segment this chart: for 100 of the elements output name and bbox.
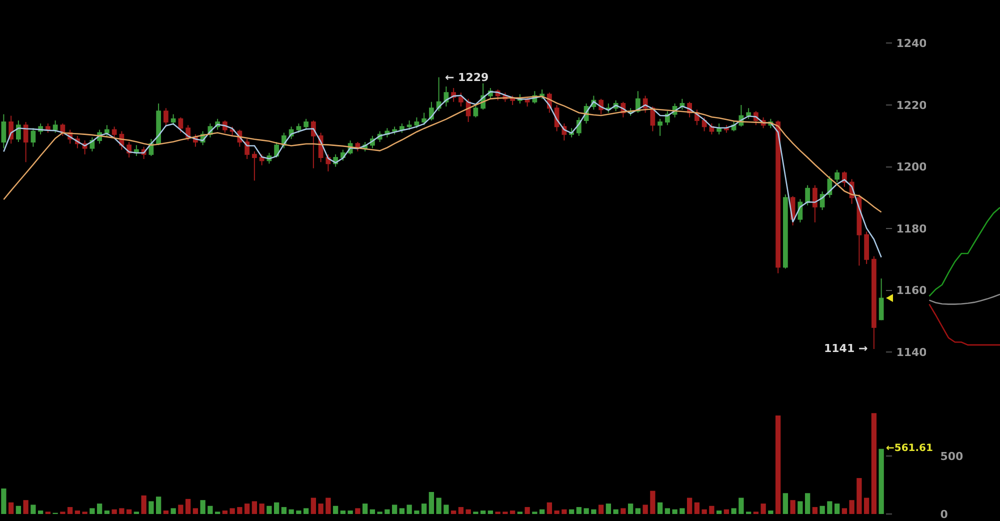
candlestick: [104, 124, 110, 136]
bar: [237, 507, 242, 514]
bar: [104, 510, 110, 514]
candlestick: [805, 184, 810, 206]
candlestick: [156, 102, 161, 146]
bar: [480, 510, 486, 514]
bar: [620, 508, 626, 514]
bar: [266, 506, 272, 514]
candlestick: [436, 76, 442, 112]
bar: [657, 502, 663, 514]
bar: [296, 510, 302, 514]
bar: [864, 498, 870, 514]
bar: [584, 508, 589, 514]
bar: [672, 509, 678, 514]
bar: [768, 510, 774, 514]
bar: [650, 490, 656, 514]
data-label: ←561.61: [886, 443, 934, 454]
line-series: [3, 91, 882, 258]
bar: [370, 509, 376, 514]
candlestick: [856, 194, 862, 266]
bar: [406, 504, 412, 514]
candlestick: [702, 116, 707, 132]
bar: [303, 508, 309, 514]
bar: [827, 501, 832, 514]
bar: [259, 504, 264, 514]
bar: [702, 509, 707, 514]
bar: [200, 500, 206, 514]
candlestick: [52, 120, 58, 134]
bar: [208, 506, 213, 514]
bar: [185, 498, 191, 514]
bar: [731, 508, 736, 514]
candlestick: [164, 108, 168, 128]
bar: [362, 504, 368, 514]
bar: [252, 501, 258, 514]
bar: [554, 510, 560, 514]
bar: [775, 415, 781, 514]
bar: [716, 510, 722, 514]
candlestick: [274, 142, 279, 158]
candlestick: [872, 256, 876, 350]
bar: [709, 506, 714, 514]
bar: [812, 507, 818, 514]
bar: [414, 510, 420, 514]
y-tick-label: 1140: [896, 346, 928, 359]
y-tick-label: 1220: [896, 98, 928, 112]
candlestick: [658, 118, 662, 136]
bar: [834, 504, 840, 514]
bar: [170, 508, 176, 514]
candlestick: [1, 114, 6, 149]
bar: [598, 504, 604, 514]
bar: [450, 510, 456, 514]
bar: [444, 504, 449, 514]
bar: [112, 509, 117, 514]
candlestick: [406, 120, 412, 130]
bar: [274, 502, 280, 514]
candlestick: [170, 114, 176, 126]
bar: [871, 413, 877, 514]
candlestick: [458, 92, 464, 108]
bar: [458, 507, 464, 514]
bar: [126, 509, 132, 514]
candlestick: [414, 116, 420, 129]
bar: [222, 510, 228, 514]
bar: [613, 509, 618, 514]
bar: [156, 496, 162, 514]
bar: [67, 507, 73, 514]
candlestick: [716, 123, 722, 135]
bar: [488, 510, 494, 514]
bar: [842, 508, 848, 514]
candlestick: [878, 278, 884, 321]
bar: [724, 509, 730, 514]
bar: [546, 502, 552, 514]
bar: [141, 495, 146, 514]
bar: [466, 509, 471, 514]
bar: [119, 508, 124, 514]
bar: [421, 504, 427, 514]
bar: [8, 502, 14, 514]
bar: [820, 506, 825, 514]
y-tick-label: 1160: [896, 284, 928, 298]
bar: [510, 510, 516, 514]
candlestick: [864, 231, 869, 265]
bar: [591, 509, 596, 514]
bar: [760, 504, 766, 514]
line-series: [3, 96, 882, 213]
bar: [355, 508, 360, 514]
bar: [163, 510, 169, 514]
candlestick: [392, 126, 397, 135]
bar: [782, 493, 788, 514]
annotation: 1141 →: [824, 342, 868, 355]
bar: [96, 504, 102, 514]
bar: [326, 498, 331, 514]
bar: [664, 508, 670, 514]
candlestick: [304, 118, 308, 130]
bar: [16, 506, 22, 514]
bar: [635, 508, 641, 514]
bar: [288, 509, 294, 514]
bar: [804, 493, 810, 514]
annotation: ← 1229: [445, 71, 489, 84]
y-tick-label: 1240: [896, 37, 928, 50]
bar: [436, 498, 442, 514]
candlestick: [400, 123, 404, 134]
bar: [790, 500, 796, 514]
